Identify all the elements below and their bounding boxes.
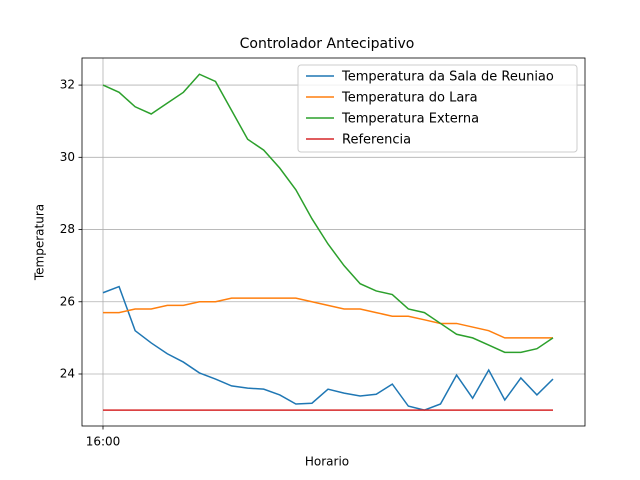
y-tick-label: 32 bbox=[60, 78, 75, 92]
legend-box bbox=[297, 64, 578, 153]
axes-frame bbox=[81, 57, 586, 427]
series-line bbox=[103, 297, 553, 339]
legend-label: Referencia bbox=[342, 133, 411, 148]
y-tick-label: 24 bbox=[60, 366, 75, 380]
x-axis-label: Horario bbox=[305, 455, 349, 469]
y-axis-label: Temperatura bbox=[33, 204, 47, 281]
legend-label: Temperatura da Sala de Reuniao bbox=[341, 70, 554, 85]
legend-label: Temperatura Externa bbox=[341, 112, 479, 127]
y-tick-label: 26 bbox=[60, 294, 75, 308]
series-line bbox=[102, 73, 554, 354]
x-tick-label: 16:00 bbox=[86, 435, 121, 449]
y-tick-label: 30 bbox=[60, 150, 75, 164]
series-line bbox=[102, 285, 554, 411]
legend-label: Temperatura do Lara bbox=[341, 91, 478, 106]
legend: Temperatura da Sala de Reuniao Temperatur… bbox=[297, 64, 578, 153]
y-tick-label: 28 bbox=[60, 222, 75, 236]
chart-title: Controlador Antecipativo bbox=[240, 36, 415, 52]
